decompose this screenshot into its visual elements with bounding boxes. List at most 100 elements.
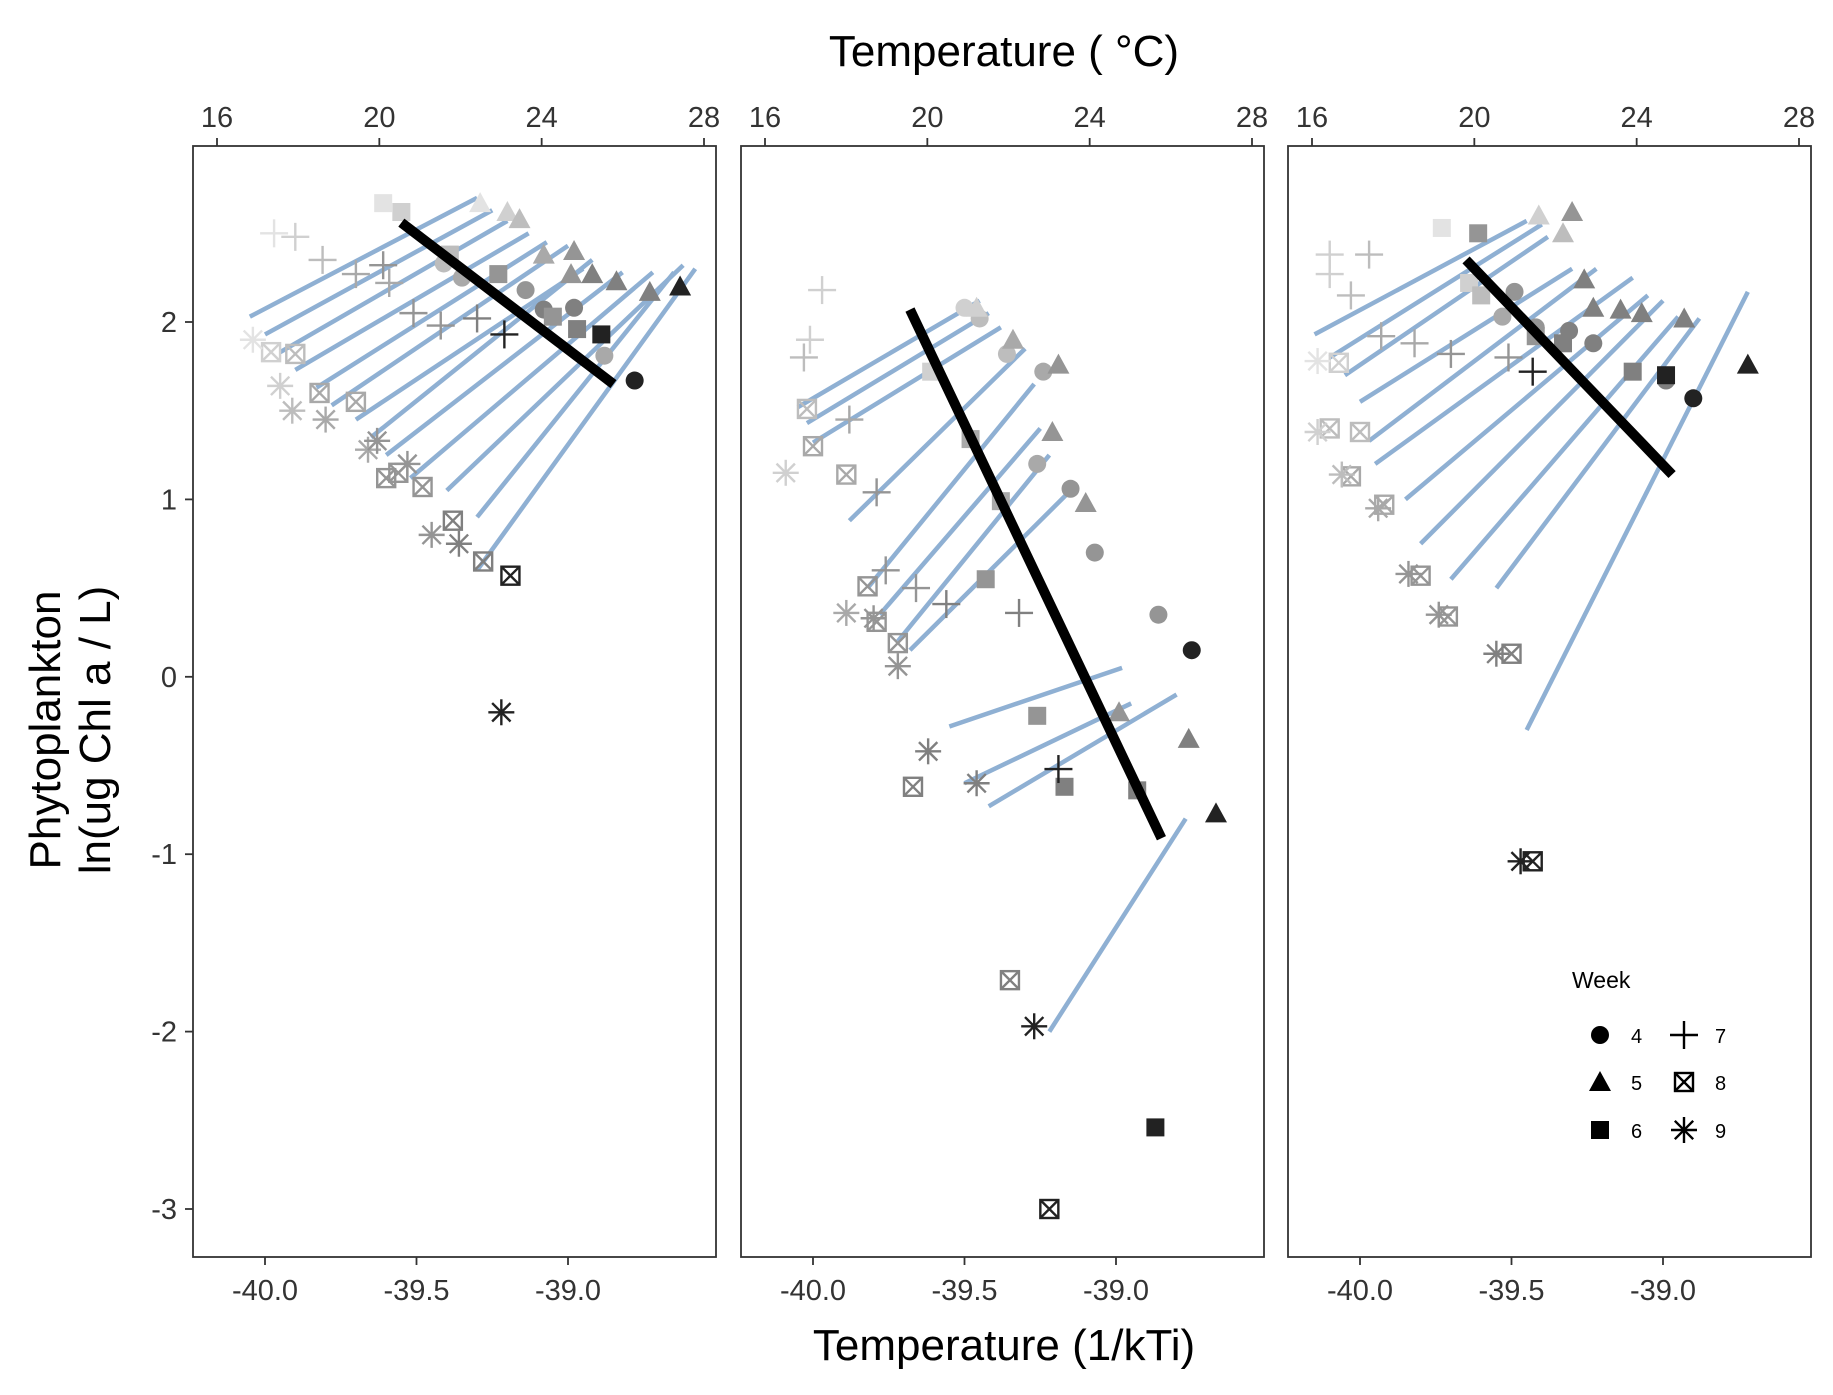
within-group-line — [248, 195, 479, 319]
data-point-asterisk — [1021, 1013, 1048, 1040]
legend-item-8: 8 — [1673, 1071, 1726, 1095]
data-point-triangle — [1561, 201, 1584, 222]
data-point-triangle — [1527, 204, 1550, 225]
data-point-square-cross — [412, 476, 433, 498]
data-point-asterisk — [394, 450, 421, 477]
data-point-square — [1623, 362, 1642, 381]
within-group-line — [987, 692, 1178, 809]
data-point-asterisk — [488, 699, 515, 726]
data-point-triangle — [1047, 353, 1070, 374]
data-point-circle — [1493, 307, 1512, 326]
data-point-plus — [1005, 598, 1034, 627]
data-point-plus — [862, 478, 891, 507]
data-point-square-cross — [285, 343, 306, 365]
within-group-line — [877, 426, 1042, 617]
top-tick-label: 24 — [1074, 102, 1106, 134]
data-point-square-cross — [999, 969, 1021, 991]
data-point-square-cross — [375, 467, 397, 489]
data-point-circle — [1149, 605, 1168, 624]
panel-border — [740, 145, 1265, 1258]
legend-label: 8 — [1715, 1073, 1726, 1095]
data-point-triangle — [605, 270, 628, 291]
data-point-circle — [1505, 282, 1524, 301]
data-point-plus — [902, 574, 931, 603]
data-point-plus — [463, 304, 492, 333]
data-point-square — [976, 570, 995, 589]
x-tick-label: -39.5 — [383, 1275, 449, 1307]
y-tick-label: -2 — [151, 1017, 177, 1049]
within-group-line — [1047, 817, 1188, 1033]
data-point-triangle — [1177, 727, 1200, 748]
data-point-square-cross — [1328, 352, 1349, 374]
within-group-line — [811, 325, 1003, 445]
data-point-square — [543, 307, 562, 326]
y-tick-label: 0 — [161, 662, 177, 694]
data-point-circle — [1034, 362, 1053, 381]
data-point-plus — [399, 299, 428, 328]
data-point-triangle — [1204, 802, 1227, 823]
data-point-square-cross — [309, 382, 330, 404]
within-group-line — [1419, 299, 1665, 546]
data-point-square-cross — [260, 341, 282, 363]
data-point-plus — [789, 343, 818, 372]
data-point-triangle — [508, 208, 531, 229]
within-group-line — [948, 665, 1123, 729]
panel-border — [1287, 145, 1812, 1258]
y-axis-title: Phytoplankton ln(ug Chl a / L) — [21, 586, 120, 875]
within-group-line — [294, 231, 530, 372]
data-point-square-cross — [500, 565, 521, 586]
data-point-circle — [565, 298, 584, 317]
data-point-plus — [1367, 322, 1396, 351]
data-point-circle — [1028, 454, 1047, 473]
data-point-square-cross — [1039, 1198, 1060, 1220]
data-point-square-cross — [802, 435, 824, 457]
data-point-plus — [835, 405, 864, 434]
data-point-square — [568, 320, 587, 339]
data-point-plus — [1355, 240, 1384, 269]
legend-label: 5 — [1631, 1073, 1642, 1095]
within-group-line — [865, 382, 1036, 590]
data-point-circle — [1182, 641, 1201, 660]
legend: Week 4 7 5 8 6 9 — [1572, 967, 1726, 1143]
top-tick-label: 28 — [1783, 102, 1815, 134]
within-group-line — [1313, 218, 1528, 337]
data-point-square — [1055, 777, 1074, 796]
top-axis-title: Temperature ( °C) — [829, 27, 1179, 76]
y-tick-label: 1 — [161, 484, 177, 516]
data-point-triangle — [469, 192, 492, 213]
overall-regression-line — [398, 218, 617, 389]
data-point-circle — [1061, 479, 1080, 498]
x-tick-label: -39.5 — [1478, 1275, 1544, 1307]
data-point-square — [1472, 286, 1491, 305]
data-point-triangle — [1673, 307, 1696, 328]
data-point-plus — [341, 260, 370, 289]
y-tick-label: -3 — [151, 1194, 177, 1226]
legend-item-6: 6 — [1591, 1121, 1642, 1143]
data-point-asterisk — [833, 599, 860, 626]
legend-key-circle — [1591, 1026, 1609, 1044]
legend-label: 6 — [1631, 1121, 1642, 1143]
within-group-line — [896, 453, 1052, 643]
legend-key-plus — [1670, 1021, 1698, 1049]
data-point-asterisk — [1395, 560, 1422, 587]
data-point-plus — [490, 320, 519, 349]
data-point-asterisk — [1365, 495, 1392, 522]
within-group-line — [1328, 222, 1543, 360]
within-group-line — [1343, 234, 1550, 378]
data-point-plus — [932, 590, 961, 619]
x-tick-label: -40.0 — [1327, 1275, 1393, 1307]
data-point-asterisk — [1328, 461, 1355, 488]
data-point-triangle — [560, 263, 583, 284]
data-point-square — [374, 194, 393, 213]
overall-regression-line — [905, 307, 1166, 841]
data-point-triangle — [1041, 420, 1064, 441]
data-point-circle — [595, 346, 614, 365]
within-group-line — [475, 267, 698, 572]
data-point-asterisk — [418, 521, 445, 548]
legend-label: 7 — [1715, 1026, 1726, 1048]
legend-key-triangle — [1589, 1071, 1611, 1091]
data-point-asterisk — [1425, 601, 1452, 628]
data-point-asterisk — [1304, 418, 1331, 445]
within-group-lines — [796, 298, 1188, 1033]
